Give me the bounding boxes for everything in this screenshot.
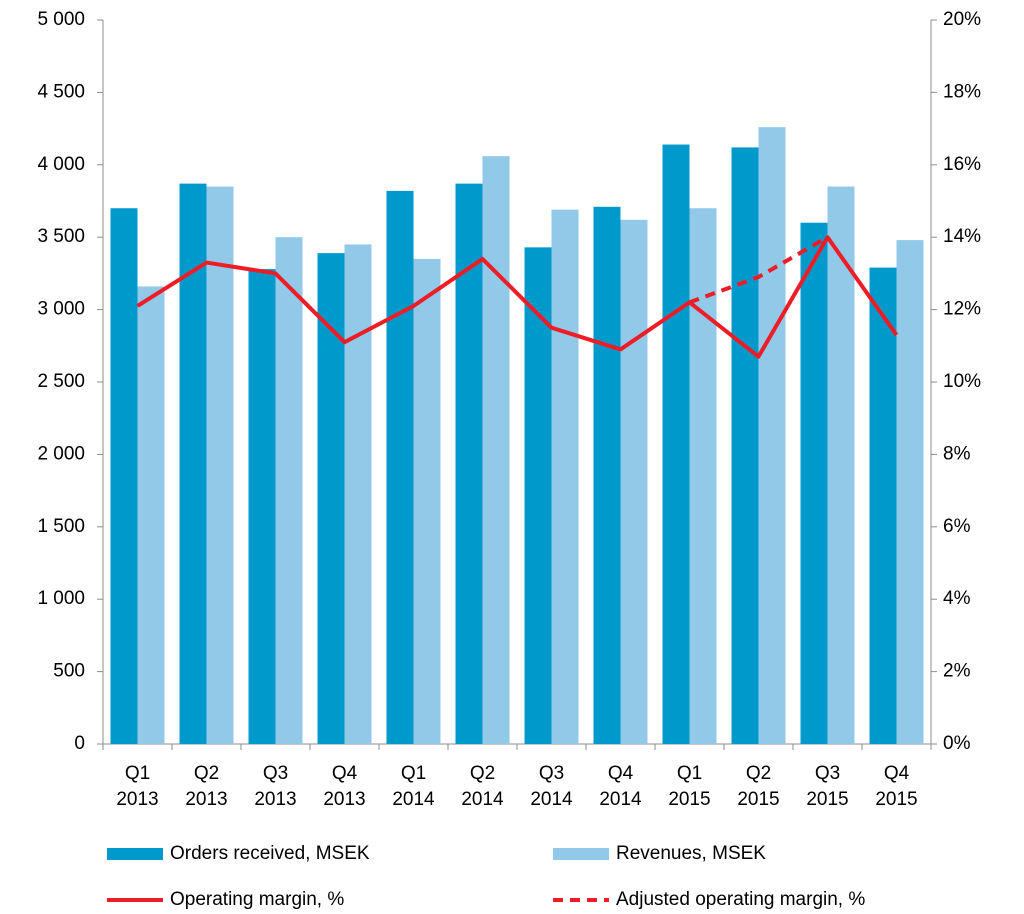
- x-tick-label-line: Q2: [746, 763, 771, 784]
- y-tick-label: 3 000: [37, 299, 85, 320]
- x-tick-label-line: Q3: [539, 763, 564, 784]
- x-tick-label: Q2 2015: [737, 763, 779, 810]
- bar: [524, 247, 552, 744]
- bar: [275, 237, 303, 744]
- x-tick-label-line: 2013: [254, 789, 296, 810]
- bar: [110, 208, 138, 745]
- bar: [689, 208, 717, 745]
- x-tick-label: Q3 2014: [530, 763, 573, 810]
- bar: [827, 186, 855, 744]
- x-tick-label: Q3 2015: [806, 763, 848, 810]
- line-series: [688, 235, 829, 305]
- legend-label: Adjusted operating margin, %: [616, 889, 865, 910]
- x-tick-label-line: 2014: [461, 789, 504, 810]
- y2-tick-label: 14%: [943, 226, 981, 247]
- x-tick-label-line: Q3: [263, 763, 288, 784]
- bar: [869, 267, 897, 744]
- x-tick-label-line: 2015: [737, 789, 779, 810]
- x-tick-label-line: 2015: [806, 789, 848, 810]
- bar: [662, 144, 690, 744]
- x-tick-label-line: Q4: [608, 763, 634, 784]
- x-tick-label-line: Q1: [677, 763, 702, 784]
- bar: [593, 206, 621, 745]
- y2-tick-label: 12%: [943, 299, 981, 320]
- y-tick-label: 4 000: [37, 154, 85, 175]
- x-tick-label-line: Q4: [884, 763, 910, 784]
- bar: [137, 286, 165, 744]
- x-tick-label-line: 2014: [530, 789, 573, 810]
- y2-tick-label: 6%: [943, 516, 971, 537]
- y-tick-label: 1 500: [37, 516, 85, 537]
- bar: [800, 222, 828, 745]
- y-tick-label: 1 000: [37, 588, 85, 609]
- x-tick-label-line: 2013: [116, 789, 158, 810]
- x-tick-label-line: 2015: [668, 789, 710, 810]
- legend-swatch: [107, 848, 163, 860]
- y2-tick-label: 0%: [943, 733, 971, 754]
- x-tick-label: Q4 2014: [599, 763, 642, 810]
- bar: [551, 209, 579, 745]
- legend-label: Orders received, MSEK: [170, 843, 370, 864]
- y2-tick-label: 20%: [943, 9, 981, 30]
- y2-tick-label: 10%: [943, 371, 981, 392]
- x-tick-label-line: Q1: [125, 763, 150, 784]
- legend-label: Operating margin, %: [170, 889, 344, 910]
- y2-tick-label: 18%: [943, 81, 981, 102]
- y-tick-label: 2 500: [37, 371, 85, 392]
- legend-swatch: [553, 848, 609, 860]
- x-tick-label-line: Q1: [401, 763, 426, 784]
- x-tick-label: Q1 2015: [668, 763, 710, 810]
- x-tick-label-line: Q3: [815, 763, 840, 784]
- x-tick-label: Q2 2013: [185, 763, 227, 810]
- x-tick-label-line: 2014: [599, 789, 642, 810]
- y-tick-label: 2 000: [37, 443, 85, 464]
- x-tick-label-line: Q2: [194, 763, 219, 784]
- bar: [413, 258, 441, 744]
- y2-tick-label: 4%: [943, 588, 971, 609]
- y-tick-label: 500: [53, 661, 85, 682]
- bar: [731, 147, 759, 744]
- x-tick-label-line: Q4: [332, 763, 358, 784]
- x-tick-label-line: 2015: [875, 789, 917, 810]
- y-tick-label: 3 500: [37, 226, 85, 247]
- x-tick-label-line: 2013: [185, 789, 227, 810]
- x-tick-label: Q4 2013: [323, 763, 365, 810]
- bar: [896, 240, 924, 744]
- bar: [344, 244, 372, 744]
- y2-tick-label: 16%: [943, 154, 981, 175]
- x-tick-label-line: 2014: [392, 789, 435, 810]
- legend-label: Revenues, MSEK: [616, 843, 766, 864]
- bar: [386, 190, 414, 744]
- bar: [482, 156, 510, 744]
- x-tick-label: Q4 2015: [875, 763, 917, 810]
- bar: [620, 219, 648, 745]
- y-tick-label: 0: [74, 733, 85, 754]
- y2-tick-label: 2%: [943, 661, 971, 682]
- y-tick-label: 4 500: [37, 81, 85, 102]
- x-tick-label: Q3 2013: [254, 763, 296, 810]
- y-tick-label: 5 000: [37, 9, 85, 30]
- x-tick-label-line: Q2: [470, 763, 495, 784]
- x-tick-label: Q2 2014: [461, 763, 504, 810]
- bar: [206, 186, 234, 744]
- bar: [248, 269, 276, 744]
- bar: [179, 183, 207, 744]
- x-tick-label: Q1 2014: [392, 763, 435, 810]
- bar: [455, 183, 483, 744]
- y2-tick-label: 8%: [943, 443, 971, 464]
- line-series: [136, 235, 899, 359]
- bar: [758, 127, 786, 745]
- x-tick-label: Q1 2013: [116, 763, 158, 810]
- x-tick-label-line: 2013: [323, 789, 365, 810]
